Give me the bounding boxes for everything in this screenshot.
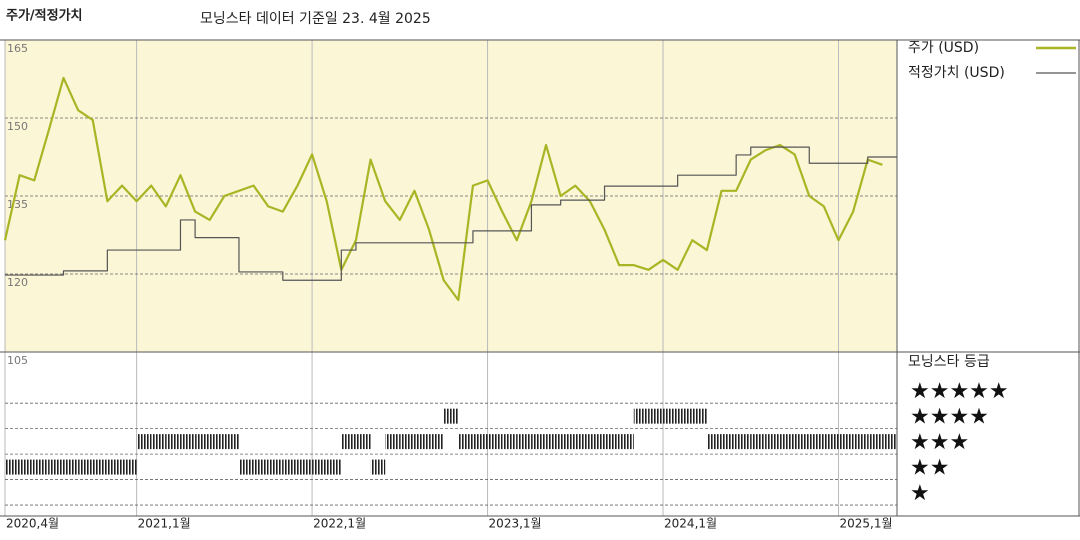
rating-bar — [502, 434, 517, 450]
rating-bar — [838, 434, 854, 450]
rating-bar — [385, 434, 400, 450]
rating-bar — [370, 459, 386, 475]
rating-bar — [677, 408, 693, 424]
rating-bar — [619, 434, 634, 450]
rating-bar — [355, 434, 371, 450]
rating-bar — [487, 434, 503, 450]
rating-title: 모닝스타 등급 — [908, 354, 990, 370]
rating-bar — [282, 459, 298, 475]
rating-bar — [736, 434, 751, 450]
rating-bar — [78, 459, 93, 475]
rating-bar — [531, 434, 547, 450]
rating-bar — [472, 434, 488, 450]
rating-bar — [414, 434, 430, 450]
rating-bar — [458, 434, 473, 450]
rating-bar — [604, 434, 620, 450]
rating-bar — [92, 459, 108, 475]
rating-bar — [882, 434, 897, 450]
rating-bar — [136, 434, 152, 450]
chart-subtitle: 모닝스타 데이터 기준일 23. 4월 2025 — [200, 11, 431, 27]
x-tick-label: 2024,1월 — [664, 517, 717, 531]
rating-bar — [809, 434, 824, 450]
rating-bar — [5, 459, 20, 475]
y-tick-label: 120 — [7, 276, 28, 289]
rating-bar — [765, 434, 781, 450]
x-tick-label: 2020,4월 — [6, 517, 59, 531]
rating-bar — [238, 459, 254, 475]
rating-label: ★★ — [910, 456, 949, 481]
rating-bar — [575, 434, 590, 450]
rating-bar — [34, 459, 49, 475]
rating-bar — [399, 434, 415, 450]
rating-bar — [326, 459, 342, 475]
chart-title: 주가/적정가치 — [6, 8, 83, 24]
rating-bar — [107, 459, 122, 475]
rating-bar — [589, 434, 605, 450]
rating-label: ★★★ — [910, 430, 969, 455]
rating-bar — [195, 434, 210, 450]
rating-bar — [546, 434, 561, 450]
rating-label: ★ — [910, 481, 930, 506]
rating-bar — [180, 434, 196, 450]
y-tick-label: 105 — [7, 354, 28, 367]
price-line — [3, 76, 883, 302]
rating-bar — [297, 459, 313, 475]
rating-bar — [794, 434, 810, 450]
legend-label: 주가 (USD) — [908, 40, 979, 56]
rating-bar — [721, 434, 737, 450]
fair-value-line — [5, 146, 897, 281]
rating-bar — [706, 434, 722, 450]
rating-bar — [663, 408, 678, 424]
legend-label: 적정가치 (USD) — [908, 65, 1005, 81]
rating-bar — [224, 434, 239, 450]
x-tick-label: 2022,1월 — [313, 517, 366, 531]
y-tick-label: 135 — [7, 198, 28, 211]
rating-bar — [560, 434, 576, 450]
rating-bar — [429, 434, 444, 450]
rating-bar — [823, 434, 839, 450]
rating-bar — [121, 459, 137, 475]
rating-bar — [151, 434, 166, 450]
rating-bar — [48, 459, 64, 475]
rating-bar — [209, 434, 225, 450]
rating-bar — [312, 459, 327, 475]
rating-bar — [253, 459, 269, 475]
rating-bar — [853, 434, 868, 450]
rating-bar — [63, 459, 79, 475]
rating-bar — [516, 434, 532, 450]
rating-bar — [692, 408, 707, 424]
rating-label: ★★★★ — [910, 405, 989, 430]
rating-bar — [750, 434, 766, 450]
rating-bar — [268, 459, 283, 475]
rating-label: ★★★★★ — [910, 379, 1009, 404]
rating-bar — [443, 408, 459, 424]
x-tick-label: 2021,1월 — [138, 517, 191, 531]
rating-bar — [19, 459, 35, 475]
x-tick-label: 2025,1월 — [840, 517, 893, 531]
y-tick-label: 150 — [7, 120, 28, 133]
rating-bar — [165, 434, 181, 450]
rating-bar — [341, 434, 356, 450]
rating-bar — [780, 434, 795, 450]
x-tick-label: 2023,1월 — [489, 517, 542, 531]
rating-bar — [633, 408, 649, 424]
y-tick-label: 165 — [7, 42, 28, 55]
rating-bar — [867, 434, 883, 450]
rating-bar — [648, 408, 664, 424]
